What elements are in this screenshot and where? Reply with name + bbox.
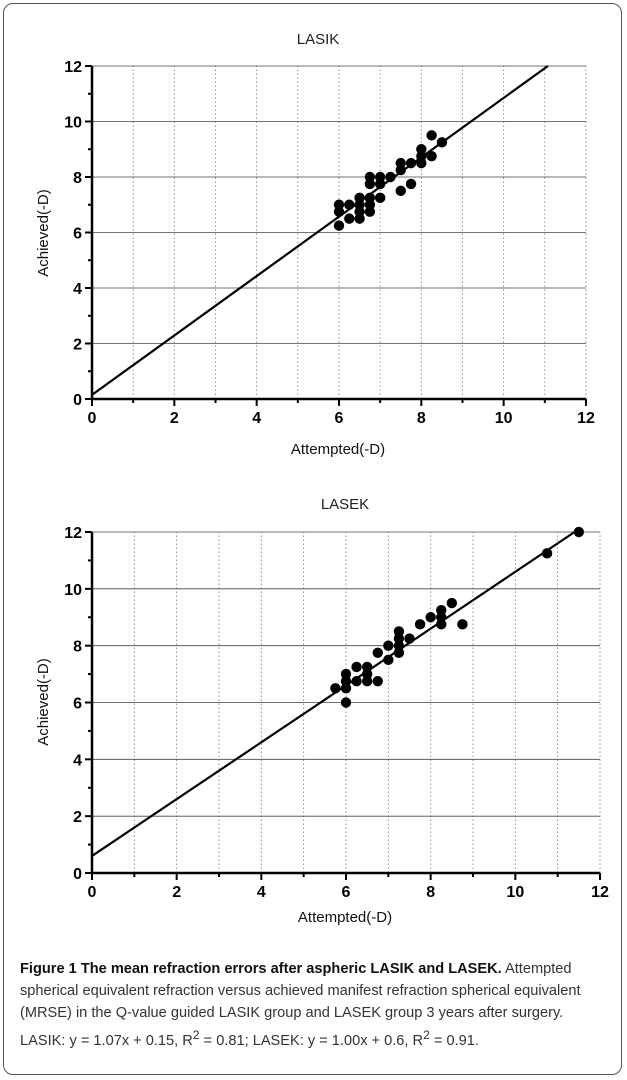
data-point <box>573 526 585 538</box>
data-point <box>446 597 458 609</box>
data-point <box>372 647 383 658</box>
chart-title: LASEK <box>321 496 369 513</box>
x-tick-label: 6 <box>335 410 344 427</box>
data-point <box>393 647 405 658</box>
y-tick-label: 10 <box>64 115 82 132</box>
y-tick-label: 0 <box>73 392 82 409</box>
data-point <box>393 633 405 644</box>
data-point <box>361 668 373 680</box>
caption-superscript-2: 2 <box>423 1028 430 1042</box>
x-tick-label: 6 <box>342 884 351 901</box>
y-tick-label: 4 <box>73 281 82 298</box>
data-point <box>340 675 352 687</box>
data-point <box>340 697 352 708</box>
y-tick-label: 6 <box>73 696 82 713</box>
x-tick-label: 10 <box>506 884 524 901</box>
data-point <box>351 675 362 687</box>
data-point <box>426 130 437 141</box>
data-point <box>426 150 437 162</box>
figure-charts: LASIK Achieved(-D) Attempted(-D) 0 2 4 6 8 10… <box>35 31 609 926</box>
y-tick-label: 8 <box>73 170 82 187</box>
data-point <box>374 171 386 183</box>
y-tick-label: 2 <box>73 809 82 826</box>
x-tick-label: 8 <box>417 410 426 427</box>
regression-line <box>91 65 549 396</box>
data-point <box>541 548 553 559</box>
y-tick-label: 8 <box>73 639 82 656</box>
data-point <box>404 633 415 644</box>
figure-caption: Figure 1 The mean refraction errors afte… <box>20 958 610 1052</box>
data-point <box>436 619 447 630</box>
x-tick-label: 12 <box>591 884 609 901</box>
data-point <box>393 640 405 651</box>
x-tick-label: 4 <box>252 410 261 427</box>
data-point <box>340 683 352 694</box>
data-point <box>414 619 426 630</box>
x-tick-label: 0 <box>88 884 97 901</box>
data-point <box>372 675 383 687</box>
data-point <box>344 213 355 224</box>
data-point <box>364 192 376 204</box>
data-point <box>330 683 341 694</box>
data-point <box>436 604 447 616</box>
x-tick-label: 8 <box>426 884 435 901</box>
y-tick-label: 0 <box>73 866 82 883</box>
data-point <box>344 199 355 210</box>
caption-superscript: 2 <box>192 1028 200 1042</box>
chart-title: LASIK <box>297 31 340 48</box>
data-point <box>351 661 362 673</box>
x-tick-label: 0 <box>88 410 97 427</box>
x-tick-label: 12 <box>577 410 595 427</box>
figure-frame <box>3 3 622 1075</box>
data-point <box>436 137 448 148</box>
x-tick-label: 2 <box>170 410 179 427</box>
y-tick-label: 2 <box>73 337 82 354</box>
data-point <box>405 178 417 190</box>
data-point <box>395 185 406 197</box>
y-tick-label: 10 <box>64 582 82 599</box>
data-point <box>416 144 427 155</box>
data-point <box>395 157 406 169</box>
data-point <box>340 668 352 680</box>
x-axis-label: Attempted(-D) <box>298 909 392 926</box>
data-point <box>374 192 386 204</box>
data-point <box>333 199 345 210</box>
x-tick-label: 2 <box>172 884 181 901</box>
y-tick-label: 6 <box>73 226 82 243</box>
data-point <box>385 171 396 183</box>
data-point <box>425 612 436 623</box>
x-axis-label: Attempted(-D) <box>291 441 385 458</box>
y-tick-label: 4 <box>73 752 82 769</box>
data-point <box>405 157 417 169</box>
caption-text-2: = 0.81; LASEK: y = 1.00x + 0.6, R <box>199 1032 424 1049</box>
caption-text: Attempted spherical equivalent refractio… <box>20 961 581 1049</box>
data-point <box>361 661 373 673</box>
y-tick-label: 12 <box>64 59 82 76</box>
x-tick-label: 10 <box>495 410 513 427</box>
data-point <box>364 171 376 183</box>
y-axis-label: Achieved(-D) <box>35 658 52 746</box>
regression-line <box>91 531 576 857</box>
y-tick-label: 12 <box>64 525 82 542</box>
data-point <box>361 675 373 687</box>
data-point <box>383 654 394 666</box>
data-point <box>436 612 447 623</box>
data-point <box>393 626 405 637</box>
data-point <box>457 619 468 630</box>
caption-text-3: = 0.91. <box>429 1032 479 1049</box>
data-point <box>354 192 365 204</box>
chart-lasek: LASEK Achieved(-D) Attempted(-D) 0 2 4 6 8 10… <box>35 496 609 926</box>
x-tick-label: 4 <box>257 884 266 901</box>
chart-lasik: LASIK Achieved(-D) Attempted(-D) 0 2 4 6 8 10… <box>35 31 595 458</box>
data-point <box>333 220 345 231</box>
y-axis-label: Achieved(-D) <box>35 189 52 277</box>
data-point <box>383 640 394 651</box>
caption-title: Figure 1 The mean refraction errors afte… <box>20 961 502 977</box>
